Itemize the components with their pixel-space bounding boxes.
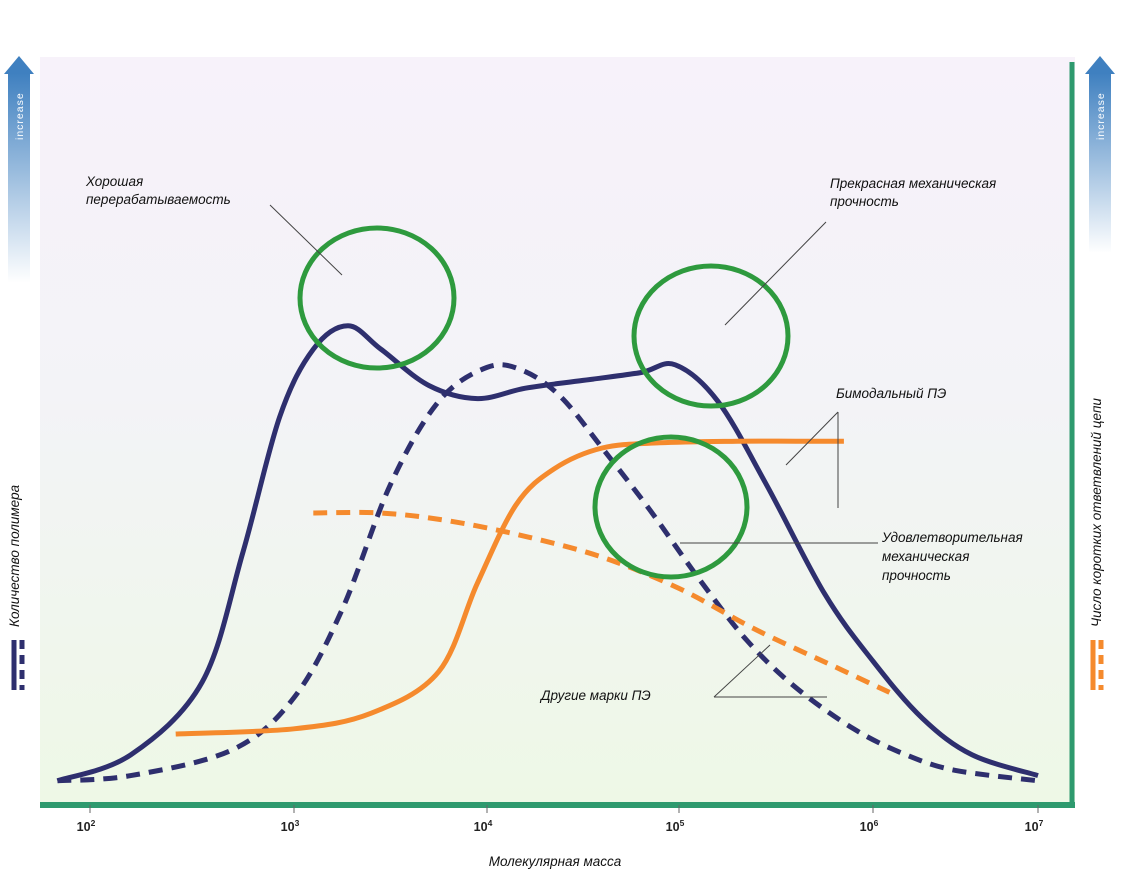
plot-background [40,57,1075,805]
left-legend-glyph [11,640,25,690]
annotation-satisfactory-strength: Удовлетворительная механическая прочност… [881,530,1026,583]
excellent-strength-ellipse [631,263,791,409]
x-tick-label: 106 [860,818,879,834]
series-layer [56,323,1039,784]
left-arrow-label: increase [14,92,26,140]
x-tick-label: 105 [666,818,685,834]
annotation-good-processability-line2: перерабатываемость [86,192,231,207]
x-tick-label: 104 [474,818,493,834]
annotation-excellent-strength-line2: прочность [830,194,899,209]
annotation-excellent-strength-line1: Прекрасная механическая [830,176,996,191]
annotation-good-processability: Хорошая перерабатываемость [85,174,231,207]
bimodal-pe-distribution-curve [56,323,1039,784]
leader-lines [269,204,878,698]
right-legend-glyph [1090,640,1104,690]
annotation-bimodal-pe-line1: Бимодальный ПЭ [836,386,946,401]
x-tick-label: 107 [1025,818,1044,834]
right-arrow-label: increase [1095,92,1107,140]
other-pe-branching-curve [313,509,891,695]
annotation-bimodal-pe: Бимодальный ПЭ [836,386,946,401]
x-tick-label: 102 [77,818,96,834]
annotation-excellent-strength: Прекрасная механическая прочность [830,176,1000,209]
bimodal-pe-branching-curve [175,438,844,737]
annotation-satisfactory-strength-line1: Удовлетворительная [881,530,1023,545]
annotation-other-pe: Другие марки ПЭ [539,688,651,703]
annotation-good-processability-line1: Хорошая [85,174,143,189]
x-axis-label: Молекулярная масса [489,854,622,869]
right-increase-arrow: increase [1085,56,1115,253]
other-pe-distribution-curve [57,362,1039,784]
y-axis-label-right: Число коротких ответвлений цепи [1089,398,1104,627]
annotation-satisfactory-strength-line2: механическая [882,549,969,564]
x-axis-ticks: 102 103 104 105 106 107 [77,805,1044,834]
satisfactory-strength-ellipse [592,434,750,580]
left-increase-arrow: increase [4,56,34,283]
x-tick-label: 103 [281,818,300,834]
good-processability-ellipse [297,225,457,371]
annotation-other-pe-line1: Другие марки ПЭ [539,688,651,703]
annotation-satisfactory-strength-line3: прочность [882,568,951,583]
y-axis-label-left: Количество полимера [7,484,22,627]
